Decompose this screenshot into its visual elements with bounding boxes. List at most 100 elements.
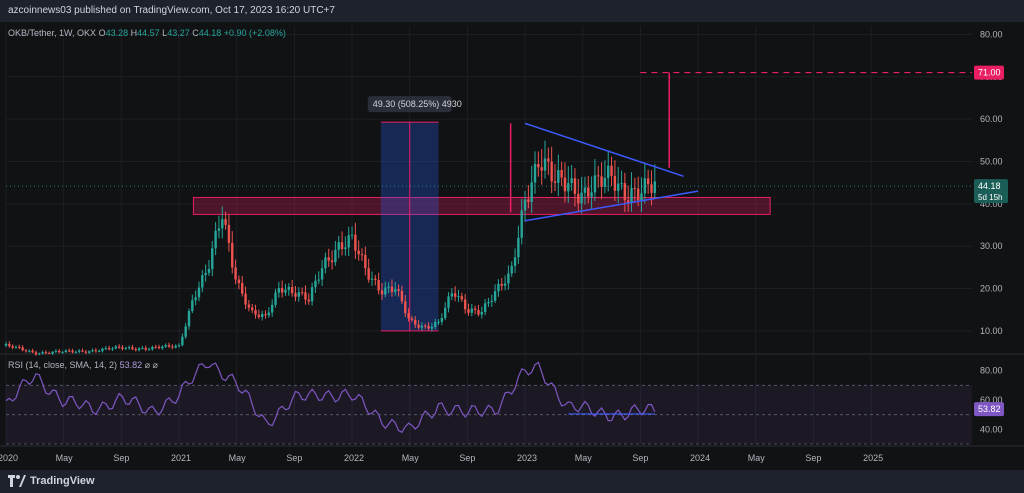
candle-body <box>463 299 467 310</box>
candle-body <box>58 350 61 353</box>
time-tick-label: 2022 <box>344 453 364 463</box>
candle-body <box>540 167 543 171</box>
candle-body <box>44 352 48 354</box>
rsi-tick-label: 80.00 <box>980 366 1003 376</box>
candle-body <box>320 268 324 280</box>
triangle-upper-trendline <box>524 122 684 178</box>
candle-body <box>513 257 517 266</box>
candle-body <box>367 268 370 280</box>
candle-body <box>557 170 560 183</box>
candle-body <box>167 345 171 347</box>
candle-body <box>420 325 424 328</box>
candle-body <box>360 254 364 256</box>
time-tick-label: May <box>748 453 766 463</box>
time-tick-label: Sep <box>805 453 821 463</box>
footer-bar: TradingView <box>0 470 1024 493</box>
candle-body <box>377 280 380 291</box>
candle-body <box>344 247 347 250</box>
candle-body <box>593 175 597 193</box>
candle-body <box>334 249 337 263</box>
candle-body <box>590 192 593 197</box>
candle-body <box>191 300 194 312</box>
candle-body <box>633 188 637 190</box>
candle-body <box>380 290 384 295</box>
rsi-value: 53.82 <box>119 360 143 370</box>
candle-body <box>623 183 627 201</box>
legend-close: 44.18 <box>198 28 222 38</box>
candle-body <box>317 279 320 281</box>
candle-body <box>550 161 553 182</box>
candle-body <box>310 287 314 302</box>
candle-body <box>460 296 464 300</box>
time-tick-label: 2021 <box>171 453 191 463</box>
price-tick-label: 10.00 <box>980 326 1003 336</box>
tradingview-logo-icon[interactable] <box>8 475 26 487</box>
candle-body <box>563 177 567 192</box>
candle-body <box>31 350 34 353</box>
candle-body <box>384 287 387 295</box>
candle-body <box>480 311 483 315</box>
candle-body <box>107 348 111 350</box>
candle-body <box>490 300 493 303</box>
candle-body <box>404 301 407 314</box>
candle-body <box>147 349 151 351</box>
time-tick-label: 2020 <box>0 453 18 463</box>
support-zone <box>192 196 771 215</box>
legend-high-label: H <box>130 28 138 38</box>
candle-body <box>530 182 533 202</box>
candle-body <box>597 175 600 177</box>
time-tick-label: Sep <box>286 453 302 463</box>
candle-body <box>610 165 613 176</box>
measure-label: 49.30 (508.25%) 4930 <box>373 99 462 109</box>
candle-body <box>364 254 367 269</box>
price-tick-label: 30.00 <box>980 241 1003 251</box>
candle-body <box>141 347 144 349</box>
candle-body <box>354 234 357 251</box>
chart-canvas[interactable]: 10.0020.0030.0040.0050.0060.0070.0080.00… <box>0 22 1024 470</box>
time-tick-label: May <box>575 453 593 463</box>
price-legend: OKB/Tether, 1W, OKX O43.28 H44.57 L43.27… <box>8 28 286 38</box>
candle-body <box>257 314 261 317</box>
time-tick-label: 2025 <box>863 453 883 463</box>
candle-body <box>646 178 650 185</box>
candle-body <box>337 242 340 250</box>
candle-body <box>94 350 98 352</box>
candle-body <box>48 353 51 355</box>
current-price-tag <box>974 179 1008 204</box>
candle-body <box>234 267 237 280</box>
candle-body <box>237 279 241 284</box>
candle-body <box>650 184 653 193</box>
candle-body <box>620 183 623 185</box>
candle-body <box>600 176 603 187</box>
tradingview-brand[interactable]: TradingView <box>30 475 95 487</box>
rsi-value-tag <box>974 402 1004 417</box>
candle-body <box>617 183 620 191</box>
candle-body <box>64 350 68 353</box>
candle-body <box>124 347 127 349</box>
candle-body <box>11 346 14 348</box>
candle-body <box>510 265 513 274</box>
candle-body <box>231 242 234 268</box>
candle-body <box>260 314 264 317</box>
candle-body <box>211 248 214 270</box>
candle-body <box>487 302 490 304</box>
candle-body <box>300 292 304 294</box>
candle-body <box>134 349 137 351</box>
symbol-label: OKB/Tether, 1W, OKX <box>8 28 97 38</box>
rsi-extra: ⌀ ⌀ <box>144 360 158 370</box>
candle-body <box>417 324 420 328</box>
candle-body <box>207 269 211 273</box>
candle-body <box>583 187 587 193</box>
legend-high: 44.57 <box>137 28 160 38</box>
candle-body <box>527 199 530 202</box>
candle-body <box>181 336 184 346</box>
legend-close-label: C <box>192 28 199 38</box>
candle-body <box>457 296 460 298</box>
candle-body <box>414 319 417 325</box>
candle-body <box>21 347 24 351</box>
candle-body <box>410 318 414 320</box>
candle-body <box>370 278 374 280</box>
candle-body <box>437 321 440 323</box>
candle-body <box>77 350 81 352</box>
rsi-indicator-label: RSI (14, close, SMA, 14, 2) <box>8 360 118 370</box>
